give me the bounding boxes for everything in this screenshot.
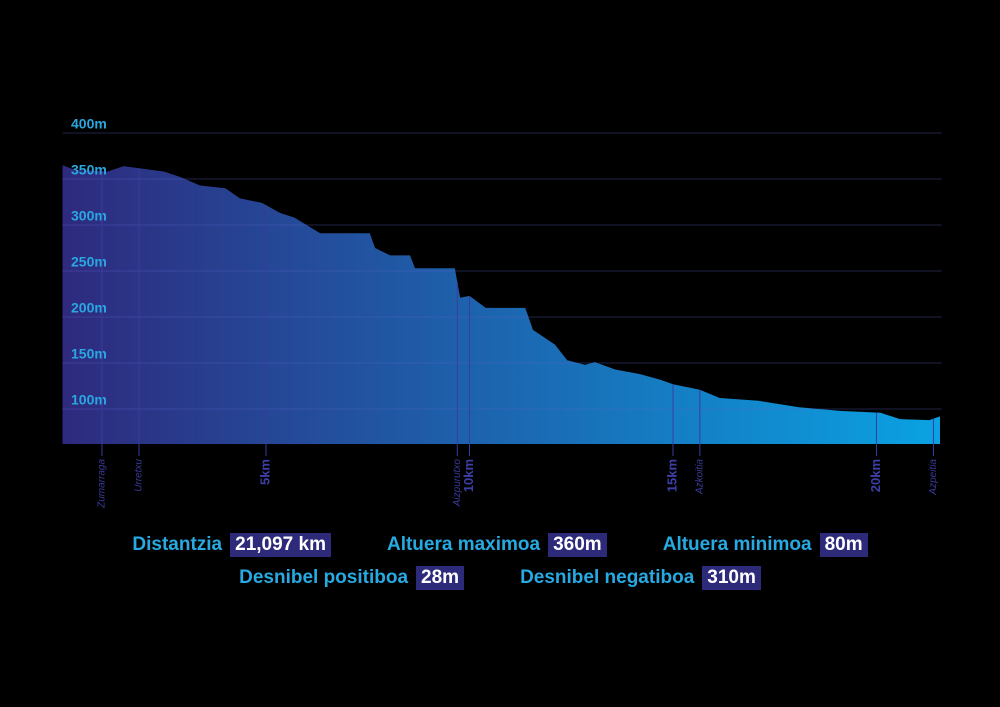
place-label: Azpeitia <box>928 459 939 496</box>
x-tick-label: 10km <box>461 459 476 492</box>
y-tick-label: 350m <box>71 162 107 178</box>
place-label: Aizpurutxo <box>452 459 463 508</box>
x-tick-label: 15km <box>664 459 679 492</box>
y-tick-label: 100m <box>71 392 107 408</box>
place-label: Zumarraga <box>97 459 108 509</box>
y-tick-label: 150m <box>71 346 107 362</box>
stat: Altuera maximoa 360m <box>387 533 607 557</box>
stat-label: Desnibel negatiboa <box>520 567 695 588</box>
y-tick-label: 200m <box>71 300 107 316</box>
place-label: Urretxu <box>134 459 145 492</box>
stat: Desnibel positiboa 28m <box>239 566 465 590</box>
place-label: Azkoitia <box>694 459 705 495</box>
x-tick-label: 5km <box>257 459 272 485</box>
stat-label: Distantzia <box>132 534 223 555</box>
stat-label: Altuera minimoa <box>662 534 812 555</box>
stat: Desnibel negatiboa 310m <box>520 566 761 590</box>
stat: Distantzia 21,097 km <box>132 533 331 557</box>
elevation-area <box>62 165 940 444</box>
stats-row: Distantzia 21,097 km Altuera maximoa 360m Al… <box>0 533 1000 557</box>
y-tick-label: 250m <box>71 254 107 270</box>
stat-value: 360m <box>548 533 607 557</box>
stat: Altuera minimoa 80m <box>663 533 868 557</box>
stat-value: 310m <box>702 566 761 590</box>
stats-row: Desnibel positiboa 28m Desnibel negatiboa 3… <box>0 566 1000 590</box>
x-tick-label: 20km <box>868 459 883 492</box>
stat-value: 28m <box>416 566 465 590</box>
y-tick-label: 400m <box>71 116 107 132</box>
stat-label: Desnibel positiboa <box>239 567 409 588</box>
stat-value: 80m <box>819 533 868 557</box>
stat-value: 21,097 km <box>230 533 331 557</box>
y-tick-label: 300m <box>71 208 107 224</box>
stat-label: Altuera maximoa <box>386 534 541 555</box>
